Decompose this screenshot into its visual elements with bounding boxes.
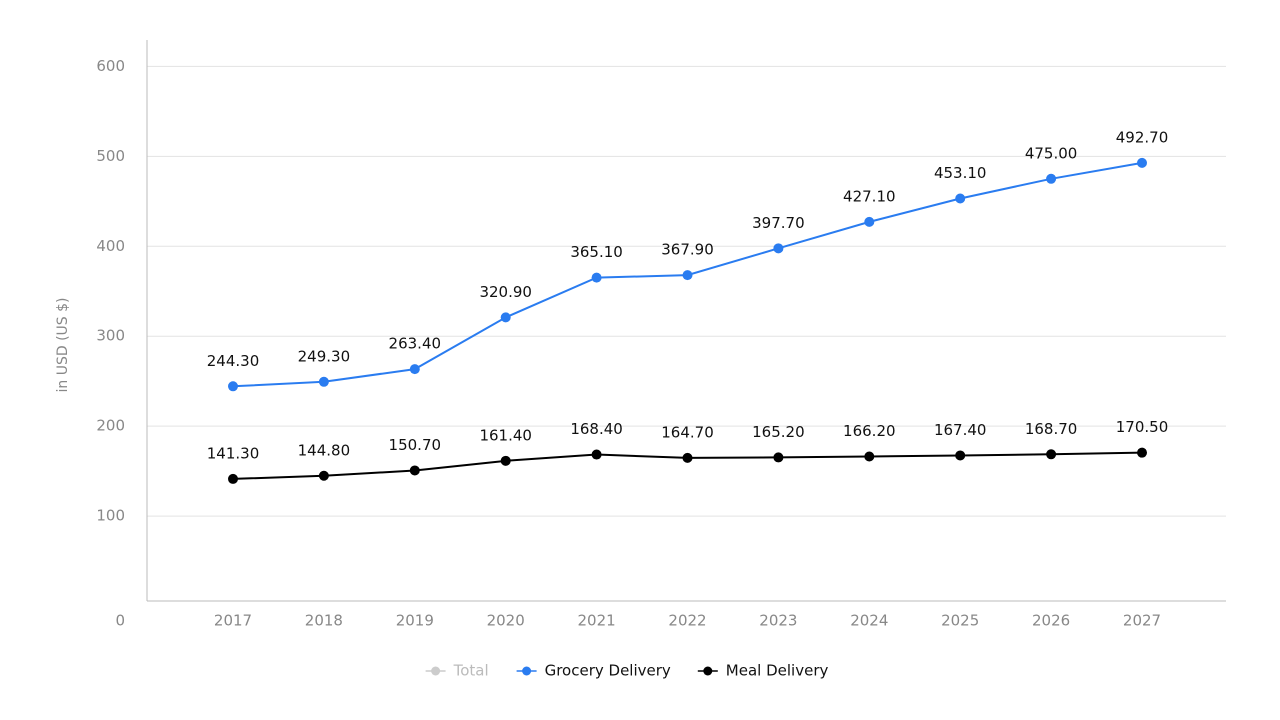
data-point: [228, 381, 238, 392]
data-label: 167.40: [934, 421, 987, 439]
x-tick-label: 2026: [1032, 612, 1070, 630]
legend-marker: [703, 666, 713, 676]
legend-label: Grocery Delivery: [545, 662, 671, 680]
data-point: [591, 272, 602, 283]
legend-marker: [431, 666, 441, 676]
x-tick-label: 2020: [487, 612, 525, 630]
y-tick-label: 200: [96, 417, 125, 435]
data-point: [955, 193, 966, 204]
data-label: 249.30: [298, 347, 351, 365]
data-label: 492.70: [1116, 128, 1169, 146]
y-tick-label: 300: [96, 327, 125, 345]
data-point: [955, 450, 966, 461]
legend-item: Total: [425, 662, 489, 680]
x-tick-label: 2025: [941, 612, 979, 630]
x-tick-label: 2021: [578, 612, 616, 630]
y-tick-label: 600: [96, 57, 125, 75]
data-point: [500, 455, 511, 466]
data-point: [773, 452, 784, 463]
data-point: [409, 364, 420, 375]
x-tick-label: 2027: [1123, 612, 1161, 630]
data-label: 427.10: [843, 187, 896, 205]
data-label: 165.20: [752, 423, 805, 441]
data-point: [682, 452, 693, 463]
data-point: [1046, 173, 1057, 184]
y-axis-label: in USD (US $): [55, 298, 71, 393]
data-label: 144.80: [298, 441, 351, 459]
data-label: 161.40: [479, 426, 532, 444]
y-tick-label: 100: [96, 507, 125, 525]
data-label: 453.10: [934, 164, 987, 182]
data-label: 244.30: [207, 352, 260, 370]
data-point: [318, 376, 329, 387]
data-label: 166.20: [843, 422, 896, 440]
x-tick-label: 2024: [850, 612, 888, 630]
data-point: [1137, 157, 1147, 168]
data-label: 170.50: [1116, 418, 1169, 436]
data-label: 150.70: [389, 436, 442, 454]
x-tick-label: 2017: [214, 612, 252, 630]
data-label: 367.90: [661, 241, 714, 259]
data-point: [1137, 447, 1147, 458]
data-label: 141.30: [207, 444, 260, 462]
data-point: [500, 312, 511, 323]
data-label: 475.00: [1025, 144, 1078, 162]
data-label: 263.40: [389, 335, 442, 353]
data-label: 164.70: [661, 423, 714, 441]
y-tick-label: 0: [115, 612, 125, 630]
data-label: 168.40: [570, 420, 623, 438]
x-tick-label: 2018: [305, 612, 343, 630]
data-point: [773, 243, 784, 254]
data-point: [864, 451, 875, 462]
data-point: [591, 449, 602, 460]
y-tick-label: 400: [96, 237, 125, 255]
data-point: [864, 216, 875, 227]
legend-item: Meal Delivery: [697, 662, 829, 680]
data-point: [409, 465, 420, 476]
x-tick-label: 2022: [668, 612, 706, 630]
legend-item: Grocery Delivery: [516, 662, 671, 680]
legend-marker: [522, 666, 532, 676]
data-point: [682, 270, 693, 281]
data-label: 397.70: [752, 214, 805, 232]
data-label: 168.70: [1025, 420, 1078, 438]
data-point: [318, 470, 329, 481]
legend-label: Meal Delivery: [726, 662, 829, 680]
data-label: 320.90: [479, 283, 532, 301]
legend-label: Total: [453, 662, 489, 680]
data-point: [1046, 449, 1057, 460]
x-tick-label: 2019: [396, 612, 434, 630]
x-tick-label: 2023: [759, 612, 797, 630]
y-tick-label: 500: [96, 147, 125, 165]
data-point: [228, 473, 238, 484]
data-label: 365.10: [570, 243, 623, 261]
